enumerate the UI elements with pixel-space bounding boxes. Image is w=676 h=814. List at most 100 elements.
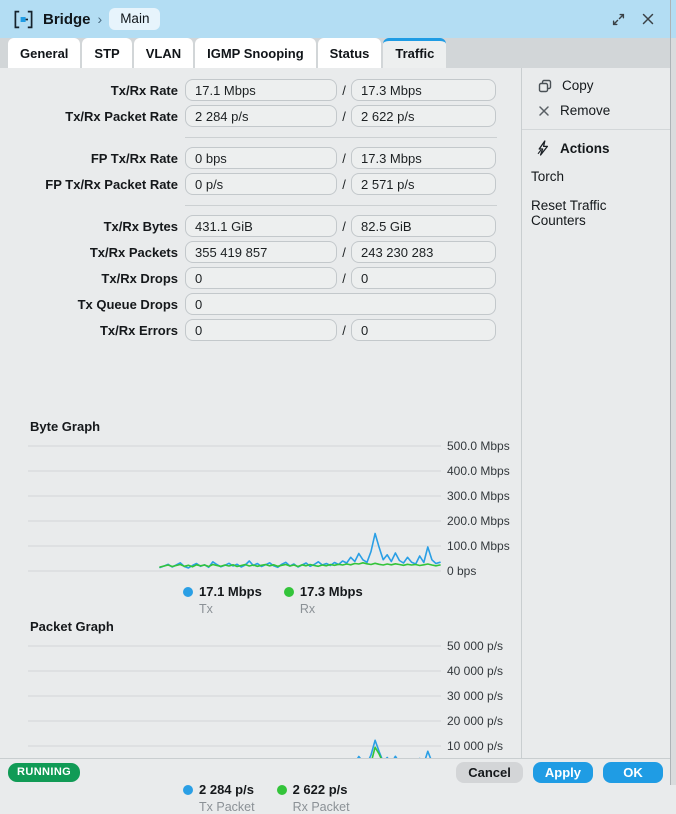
legend-series-name: Rx (299, 602, 316, 616)
field-label: Tx/Rx Rate (110, 82, 178, 98)
field-slash: / (342, 176, 346, 192)
window-title: Bridge (43, 10, 91, 28)
action-reset-traffic-counters[interactable]: Reset Traffic Counters (531, 198, 607, 228)
field-slash: / (342, 108, 346, 124)
legend-entry-rx-packet: 2 622 p/s Rx Packet (276, 782, 350, 814)
svg-text:200.0 Mbps: 200.0 Mbps (447, 514, 510, 528)
field-slash: / (342, 270, 346, 286)
sidebar-separator (522, 129, 670, 130)
field-row-tx-rx-drops: Tx/Rx Drops 0 / 0 (0, 265, 521, 291)
fp-tx-rx-packet-rate-value-2[interactable]: 2 571 p/s (351, 173, 496, 195)
legend-dot-tx-packet (183, 784, 193, 795)
tx-rx-bytes-value-2[interactable]: 82.5 GiB (351, 215, 496, 237)
legend-series-name: Tx (199, 602, 213, 616)
field-label: Tx Queue Drops (77, 296, 178, 312)
tab-igmp-snooping[interactable]: IGMP Snooping (195, 38, 316, 68)
actions-sidebar: Copy Remove Actions Torch Reset Traffic Coun… (521, 68, 670, 758)
field-slash: / (342, 218, 346, 234)
footer-bar: RUNNING Cancel Apply OK (0, 758, 670, 785)
tx-rx-errors-value-1[interactable]: 0 (185, 319, 337, 341)
field-row-tx-queue-drops: Tx Queue Drops 0 (0, 291, 521, 317)
breadcrumb-separator: › (97, 11, 103, 27)
actions-header: Actions (522, 134, 670, 162)
tx-rx-packets-value-2[interactable]: 243 230 283 (351, 241, 496, 263)
svg-text:20 000 p/s: 20 000 p/s (447, 714, 503, 728)
traffic-tab-content: Tx/Rx Rate 17.1 Mbps/17.3 Mbps Tx/Rx Packe… (0, 68, 521, 814)
tx-rx-errors-value-2[interactable]: 0 (351, 319, 496, 341)
fp-tx-rx-rate-value-2[interactable]: 17.3 Mbps (351, 147, 496, 169)
sidebar-item-label: Copy (562, 78, 594, 93)
legend-value: 17.1 Mbps (199, 584, 262, 599)
ok-button[interactable]: OK (603, 761, 663, 783)
bridge-icon (13, 10, 34, 29)
svg-text:500.0 Mbps: 500.0 Mbps (447, 439, 510, 453)
detach-window-icon[interactable] (612, 13, 625, 26)
field-slash: / (342, 150, 346, 166)
breadcrumb-item-chip[interactable]: Main (109, 8, 161, 30)
legend-entry-rx: 17.3 Mbps Rx (283, 584, 363, 616)
tx-rx-drops-value-2[interactable]: 0 (351, 267, 496, 289)
byte-graph-title: Byte Graph (30, 419, 101, 434)
field-row-fp-tx-rx-rate: FP Tx/Rx Rate 0 bps / 17.3 Mbps (0, 145, 521, 171)
tab-stp[interactable]: STP (82, 38, 132, 68)
field-label: Tx/Rx Bytes (103, 218, 178, 234)
field-row-tx-rx-packet-rate: Tx/Rx Packet Rate 2 284 p/s / 2 622 p/s (0, 103, 521, 129)
tx-rx-packet-rate-value-1[interactable]: 2 284 p/s (185, 105, 337, 127)
legend-entry-tx-packet: 2 284 p/s Tx Packet (183, 782, 255, 814)
background-window-strip (670, 0, 676, 785)
tx-rx-packet-rate-value-2[interactable]: 2 622 p/s (351, 105, 496, 127)
field-label: Tx/Rx Packets (89, 244, 178, 260)
legend-series-name: Tx Packet (199, 800, 255, 814)
svg-text:400.0 Mbps: 400.0 Mbps (447, 464, 510, 478)
field-row-tx-rx-errors: Tx/Rx Errors 0 / 0 (0, 317, 521, 343)
copy-icon (538, 79, 552, 93)
cancel-button[interactable]: Cancel (456, 761, 523, 783)
tab-bar: General STP VLAN IGMP Snooping Status Traffic (0, 38, 670, 68)
legend-dot-rx (283, 586, 294, 597)
traffic-fields: Tx/Rx Rate 17.1 Mbps / 17.3 Mbps Tx/Rx Packe… (0, 68, 521, 343)
svg-text:0 bps: 0 bps (447, 564, 476, 578)
sidebar-item-copy[interactable]: Copy (522, 73, 670, 98)
tab-traffic[interactable]: Traffic (383, 38, 447, 68)
tx-queue-drops-value-1[interactable]: 0 (185, 293, 496, 315)
field-label: FP Tx/Rx Packet Rate (45, 176, 178, 192)
fields-separator (0, 197, 521, 213)
legend-dot-rx-packet (276, 784, 287, 795)
tx-rx-bytes-value-1[interactable]: 431.1 GiB (185, 215, 337, 237)
packet-graph-title: Packet Graph (30, 619, 114, 634)
tx-rx-rate-value-1[interactable]: 17.1 Mbps (185, 79, 337, 101)
remove-icon (538, 105, 550, 117)
tab-vlan[interactable]: VLAN (133, 38, 194, 68)
fp-tx-rx-rate-value-1[interactable]: 0 bps (185, 147, 337, 169)
title-bar: Bridge › Main (0, 0, 670, 38)
tab-general[interactable]: General (8, 38, 81, 68)
action-torch[interactable]: Torch (531, 169, 565, 184)
svg-text:30 000 p/s: 30 000 p/s (447, 689, 503, 703)
tx-rx-drops-value-1[interactable]: 0 (185, 267, 337, 289)
actions-header-label: Actions (560, 140, 610, 156)
legend-value: 17.3 Mbps (299, 584, 363, 599)
legend-series-name: Rx Packet (292, 800, 350, 814)
apply-button[interactable]: Apply (532, 761, 593, 783)
fields-separator (0, 129, 521, 145)
field-label: Tx/Rx Drops (101, 270, 178, 286)
field-label: Tx/Rx Errors (99, 322, 178, 338)
background-window-strip-top (670, 0, 676, 38)
field-slash: / (342, 322, 346, 338)
tab-status[interactable]: Status (317, 38, 382, 68)
sidebar-item-label: Remove (560, 103, 611, 118)
sidebar-item-remove[interactable]: Remove (522, 98, 670, 123)
rx-line (159, 562, 441, 568)
svg-text:40 000 p/s: 40 000 p/s (447, 664, 503, 678)
field-row-fp-tx-rx-packet-rate: FP Tx/Rx Packet Rate 0 p/s / 2 571 p/s (0, 171, 521, 197)
actions-icon (536, 140, 550, 156)
tx-rx-rate-value-2[interactable]: 17.3 Mbps (351, 79, 496, 101)
legend-dot-tx (183, 586, 193, 597)
close-icon[interactable] (642, 13, 654, 25)
svg-text:100.0 Mbps: 100.0 Mbps (447, 539, 510, 553)
field-row-tx-rx-rate: Tx/Rx Rate 17.1 Mbps / 17.3 Mbps (0, 77, 521, 103)
fp-tx-rx-packet-rate-value-1[interactable]: 0 p/s (185, 173, 337, 195)
svg-text:50 000 p/s: 50 000 p/s (447, 639, 503, 653)
tx-rx-packets-value-1[interactable]: 355 419 857 (185, 241, 337, 263)
